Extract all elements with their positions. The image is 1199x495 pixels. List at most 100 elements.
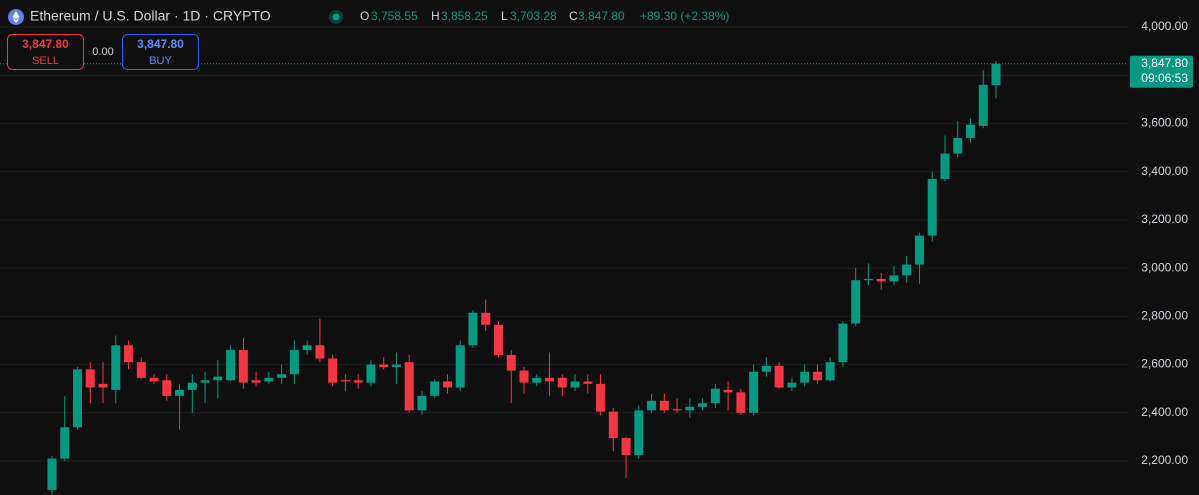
candle-body bbox=[736, 392, 746, 413]
candle-body bbox=[800, 371, 810, 383]
candle-body bbox=[557, 377, 567, 388]
candle-body bbox=[672, 409, 682, 411]
candle-body bbox=[162, 380, 172, 396]
candle-body bbox=[914, 235, 924, 265]
plot: 2,200.00 2,400.00 2,600.00 2,800.00 3,000.00… bbox=[0, 19, 1193, 495]
high-label: H bbox=[431, 9, 440, 23]
candle-body bbox=[251, 380, 261, 383]
candle-body bbox=[991, 63, 1001, 86]
candle-body bbox=[545, 377, 555, 382]
candle-body bbox=[417, 395, 427, 411]
candle-body bbox=[698, 403, 708, 407]
buy-price[interactable]: 3,847.80 bbox=[137, 37, 184, 51]
y-tick-label: 3,200.00 bbox=[1141, 212, 1188, 226]
candle-body bbox=[749, 371, 759, 413]
candle-body bbox=[902, 264, 912, 276]
last-price-box bbox=[1130, 55, 1193, 88]
candle-body bbox=[187, 382, 197, 390]
candle-body bbox=[723, 389, 733, 393]
candle-body bbox=[124, 345, 134, 363]
candle-body bbox=[175, 389, 185, 396]
candle-body bbox=[940, 153, 950, 179]
candle-body bbox=[136, 362, 146, 378]
candle-body bbox=[863, 278, 873, 281]
candle-body bbox=[812, 371, 822, 381]
candle-body bbox=[60, 427, 70, 459]
candle-body bbox=[238, 350, 248, 383]
y-tick-label: 2,400.00 bbox=[1141, 405, 1188, 419]
candle-body bbox=[277, 374, 287, 378]
candle-body bbox=[621, 438, 631, 455]
candle-body bbox=[85, 369, 95, 388]
y-tick-label: 3,000.00 bbox=[1141, 260, 1188, 274]
y-tick-label: 2,200.00 bbox=[1141, 453, 1188, 467]
candle-body bbox=[328, 358, 338, 383]
candle-body bbox=[264, 377, 274, 382]
candle-body bbox=[149, 377, 159, 382]
candle-body bbox=[481, 312, 491, 325]
buy-label[interactable]: BUY bbox=[149, 55, 172, 67]
candle-body bbox=[685, 406, 695, 411]
candle-body bbox=[876, 278, 886, 282]
symbol-title: Ethereum / U.S. Dollar · 1D · CRYPTO bbox=[30, 8, 271, 24]
candle-body bbox=[583, 381, 593, 384]
candle-body bbox=[340, 380, 350, 382]
candle-body bbox=[774, 365, 784, 388]
candle-body bbox=[226, 350, 236, 381]
candle-body bbox=[647, 400, 657, 411]
last-price-label: 3,847.80 bbox=[1141, 56, 1188, 70]
header: Ethereum / U.S. Dollar · 1D · CRYPTO O 3… bbox=[8, 8, 729, 25]
candle-body bbox=[787, 382, 797, 388]
open-label: O bbox=[360, 9, 369, 23]
candle-body bbox=[659, 400, 669, 411]
candle-body bbox=[634, 410, 644, 455]
candle-body bbox=[430, 381, 440, 396]
candle-body bbox=[493, 324, 503, 355]
candle-body bbox=[302, 345, 312, 351]
candle-body bbox=[379, 364, 389, 367]
candle-body bbox=[366, 364, 376, 383]
open-value: 3,758.55 bbox=[371, 9, 418, 23]
change-value: +89.30 (+2.38%) bbox=[640, 9, 729, 23]
candle-body bbox=[442, 381, 452, 388]
buy-button[interactable] bbox=[122, 34, 199, 70]
candle-body bbox=[825, 362, 835, 381]
candle-body bbox=[570, 381, 580, 388]
candle-body bbox=[98, 383, 108, 388]
y-tick-label: 4,000.00 bbox=[1141, 19, 1188, 33]
close-label: C bbox=[569, 9, 578, 23]
candle-body bbox=[608, 411, 618, 439]
y-tick-label: 3,400.00 bbox=[1141, 164, 1188, 178]
sell-price[interactable]: 3,847.80 bbox=[22, 37, 69, 51]
trade-panel: 3,847.80 SELL 0.00 3,847.80 BUY bbox=[7, 34, 199, 70]
candle-body bbox=[978, 84, 988, 126]
candle-body bbox=[927, 178, 937, 236]
candle-body bbox=[73, 369, 83, 428]
candle-body bbox=[200, 380, 210, 383]
candle-body bbox=[111, 345, 121, 390]
candle-body bbox=[213, 376, 223, 381]
symbol-glyph bbox=[12, 11, 20, 23]
candle-body bbox=[315, 345, 325, 359]
y-tick-label: 2,600.00 bbox=[1141, 357, 1188, 371]
sell-button[interactable] bbox=[7, 34, 84, 70]
candle-body bbox=[47, 458, 57, 490]
candle-body bbox=[596, 383, 606, 412]
sell-label[interactable]: SELL bbox=[32, 55, 59, 67]
low-value: 3,703.28 bbox=[510, 9, 557, 23]
candle-body bbox=[761, 365, 771, 372]
candle-body bbox=[455, 345, 465, 388]
candle-body bbox=[838, 323, 848, 363]
close-value: 3,847.80 bbox=[578, 9, 625, 23]
candle-body bbox=[519, 370, 529, 383]
candle-body bbox=[391, 364, 401, 367]
candle-body bbox=[710, 388, 720, 404]
countdown: 09:06:53 bbox=[1141, 71, 1188, 85]
market-status-dot bbox=[332, 13, 340, 21]
low-label: L bbox=[501, 9, 508, 23]
candle-body bbox=[353, 380, 363, 383]
high-value: 3,858.25 bbox=[441, 9, 488, 23]
candle-body bbox=[468, 312, 478, 346]
candle-body bbox=[965, 124, 975, 138]
